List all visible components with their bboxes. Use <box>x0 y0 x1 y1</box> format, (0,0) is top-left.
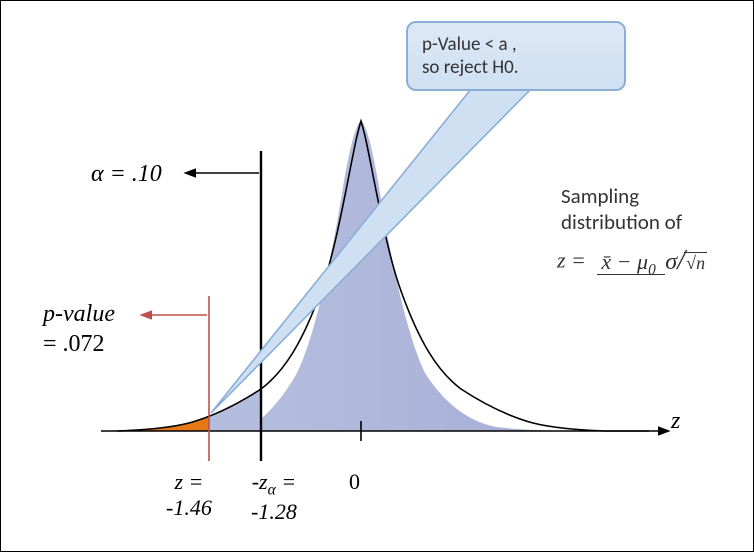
pvalue-text: -value <box>55 301 115 327</box>
tick-label-critical-value: -zα = -1.28 <box>251 469 297 525</box>
z-formula-denominator: σ/√n <box>665 247 707 274</box>
z-formula-numerator: x̄ − μ0 <box>597 249 665 275</box>
callout-line2: so reject H0. <box>422 56 610 79</box>
zcrit-line2: -1.28 <box>251 499 297 525</box>
z-axis-label: z <box>671 408 680 435</box>
tick-label-test-statistic: z = -1.46 <box>166 469 212 521</box>
sampling-line1: Sampling <box>561 183 682 209</box>
callout-line1: p-Value < a , <box>422 33 610 56</box>
sampling-distribution-label: Sampling distribution of <box>561 183 682 236</box>
alpha-remainder-region <box>209 389 261 431</box>
zstat-line2: -1.46 <box>166 495 212 521</box>
z-formula: z = x̄ − μ0 σ/√n <box>557 245 707 279</box>
sampling-line2: distribution of <box>561 209 682 235</box>
p-value-region <box>117 416 209 431</box>
callout-box: p-Value < a , so reject H0. <box>406 21 626 91</box>
pvalue-p: p <box>43 301 55 327</box>
z-formula-fraction: x̄ − μ0 σ/√n <box>597 245 707 279</box>
zcrit-line1: -zα = <box>251 469 297 499</box>
pvalue-label: p-value <box>43 301 115 328</box>
alpha-label: α = .10 <box>91 161 162 188</box>
pvalue-value: = .072 <box>43 331 105 358</box>
zstat-line1: z = <box>166 469 212 495</box>
tick-label-zero: 0 <box>349 469 360 495</box>
z-formula-lhs: z = <box>557 247 591 272</box>
